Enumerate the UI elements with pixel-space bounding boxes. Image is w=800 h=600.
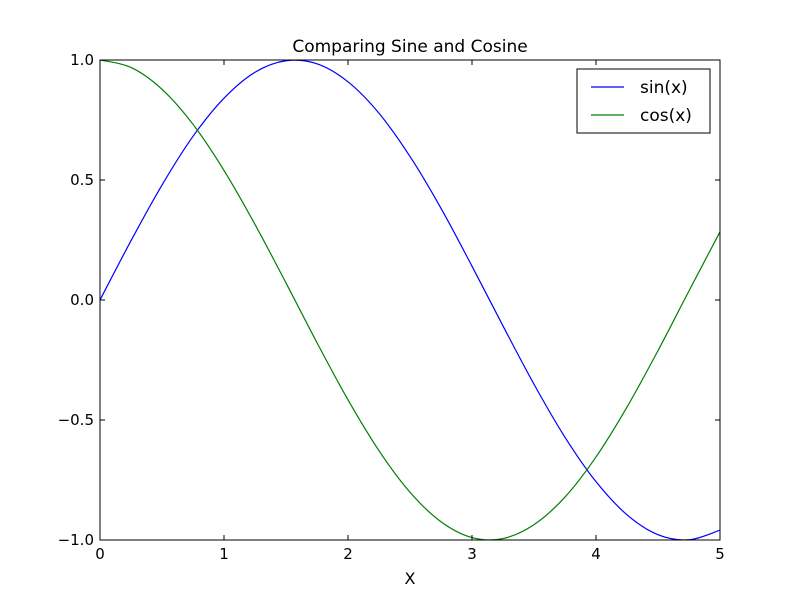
y-tick-label: 0.0 xyxy=(70,291,94,309)
y-tick-label: 1.0 xyxy=(70,51,94,69)
y-tick-label: −1.0 xyxy=(58,531,94,549)
x-tick-label: 0 xyxy=(95,545,105,563)
legend-box xyxy=(576,68,711,134)
series-line-cos xyxy=(100,60,720,540)
x-tick-label: 4 xyxy=(591,545,601,563)
legend-label: sin(x) xyxy=(640,78,688,98)
chart-title: Comparing Sine and Cosine xyxy=(292,37,527,57)
legend: sin(x) cos(x) xyxy=(576,68,711,134)
series-line-sin xyxy=(100,60,720,540)
x-axis-label: X xyxy=(405,569,416,588)
y-axis: −1.0 −0.5 0.0 0.5 1.0 xyxy=(58,51,720,549)
y-tick-label: 0.5 xyxy=(70,171,94,189)
y-tick-label: −0.5 xyxy=(58,411,94,429)
legend-label: cos(x) xyxy=(640,106,692,126)
series-layer xyxy=(100,60,720,540)
x-tick-label: 3 xyxy=(467,545,477,563)
x-tick-label: 5 xyxy=(715,545,725,563)
x-axis: 0 1 2 3 4 5 xyxy=(95,60,725,563)
x-tick-label: 2 xyxy=(343,545,353,563)
x-tick-label: 1 xyxy=(219,545,229,563)
